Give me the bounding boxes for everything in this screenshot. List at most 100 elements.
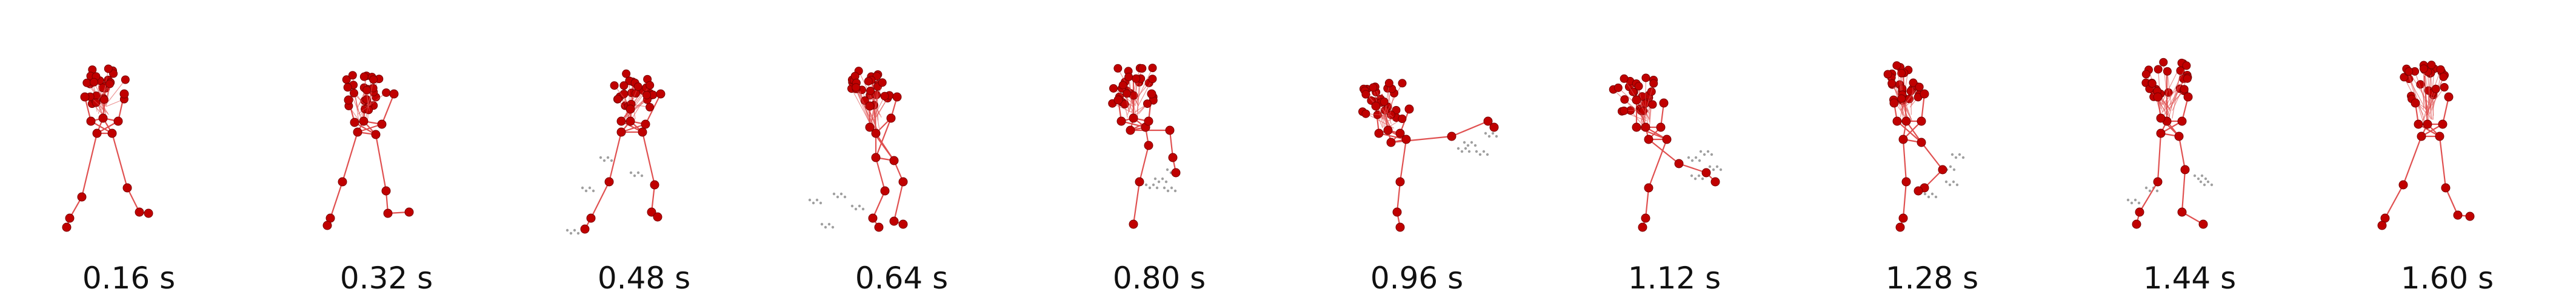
ghost-dot — [2206, 180, 2210, 184]
skeleton-2 — [322, 71, 414, 230]
bone-hipR-kneeR — [111, 133, 128, 188]
frame-2: 0.32 s — [258, 36, 515, 303]
bone-hipR-kneeR — [1921, 142, 1943, 170]
cluster-link — [1138, 78, 1153, 107]
ghost-dot — [1708, 165, 1712, 168]
ghost-dot — [610, 159, 613, 162]
frame-3: 0.48 s — [515, 36, 773, 303]
ghost-dot — [843, 195, 847, 199]
cluster-marker — [646, 81, 655, 90]
frame-8: 1.28 s — [1803, 36, 2061, 303]
skeleton-5 — [1108, 64, 1181, 229]
bone-kneeL-ankL — [872, 190, 886, 219]
joint-kneeL — [77, 192, 87, 202]
bone-hipR-kneeR — [2178, 136, 2186, 170]
cluster-marker — [1123, 89, 1132, 98]
cluster-link — [102, 79, 126, 110]
cluster-marker — [343, 83, 352, 92]
cluster-marker — [2141, 70, 2151, 79]
ghost-dot — [1148, 186, 1152, 190]
joint-kneeL — [2398, 180, 2408, 190]
cluster-link — [855, 88, 875, 130]
ghost-dot — [592, 189, 595, 193]
joint-kneeR — [1938, 165, 1947, 175]
ghost-dot — [820, 222, 824, 226]
cluster-marker — [1118, 81, 1127, 90]
joint-kneeR — [122, 183, 132, 193]
joint-ankR — [889, 216, 899, 226]
bone-kneeL-ankL — [1169, 130, 1174, 158]
joint-ankR — [1641, 213, 1650, 223]
ghost-dot — [599, 156, 602, 159]
joint-neck — [1901, 116, 1911, 126]
ghost-dot — [1467, 150, 1471, 153]
cluster-marker — [99, 95, 108, 104]
cluster-link — [2166, 65, 2187, 105]
joint-hipL — [2156, 128, 2166, 138]
cluster-marker — [1620, 106, 1629, 115]
cluster-marker — [878, 78, 887, 87]
ghost-dot — [1144, 183, 1148, 187]
cluster-marker — [2176, 66, 2185, 75]
cluster-marker — [633, 82, 642, 92]
ghost-dot — [1466, 144, 1470, 147]
joint-ankR — [2177, 207, 2187, 217]
ghost-dot — [1486, 153, 1489, 156]
joint-elL — [626, 104, 635, 114]
joint-shL — [616, 116, 626, 126]
cluster-marker — [866, 86, 875, 95]
ghost-dot — [1930, 192, 1934, 196]
ghost-dot — [1470, 141, 1473, 144]
joint-elR — [1920, 89, 1929, 99]
cluster-link — [2167, 71, 2172, 108]
joint-neck — [1129, 113, 1138, 123]
ghost-dot — [2204, 177, 2207, 181]
cluster-marker — [646, 102, 655, 112]
joint-shL — [2414, 119, 2423, 129]
ghost-dot — [1690, 159, 1694, 162]
frame-6: 0.96 s — [1288, 36, 1546, 303]
cluster-link — [2162, 88, 2185, 118]
ghost-dot — [1952, 180, 1955, 184]
cluster-marker — [359, 72, 369, 81]
joint-kneeR — [898, 177, 908, 187]
ghost-dot — [815, 198, 819, 202]
cluster-marker — [348, 71, 357, 80]
ghost-dot — [831, 225, 835, 229]
ghost-dot — [633, 174, 636, 178]
time-label-8: 1.28 s — [1885, 261, 1979, 296]
ghost-dot — [573, 228, 576, 232]
ghost-dot — [629, 171, 633, 175]
ghost-dot — [576, 231, 580, 235]
joint-shL — [350, 118, 359, 127]
ghost-dot — [1687, 156, 1690, 159]
joint-kneeL — [1165, 125, 1175, 135]
cluster-marker — [1915, 82, 1924, 92]
ghost-dot — [1952, 168, 1956, 171]
bone-hipL-kneeL — [608, 132, 622, 182]
ghost-dot — [1163, 186, 1166, 190]
joint-shL — [1374, 128, 1384, 138]
cluster-link — [1640, 83, 1654, 127]
joint-shL — [86, 116, 96, 126]
cluster-marker — [2154, 65, 2163, 74]
skeleton-3 — [566, 69, 666, 235]
ghost-dot — [1460, 150, 1464, 153]
cluster-marker — [864, 77, 873, 86]
bone-shR-elR — [2441, 96, 2450, 125]
joint-hipR — [2435, 132, 2444, 141]
ghost-dot — [1166, 168, 1169, 171]
joint-elR — [1147, 89, 1156, 99]
ghost-dot — [1719, 168, 1723, 171]
cluster-marker — [622, 69, 631, 78]
joint-toeR — [144, 208, 153, 218]
ghost-dot — [1703, 153, 1706, 156]
ghost-dot — [1927, 195, 1930, 199]
skeleton-6 — [1358, 79, 1499, 232]
bone-kneeL-ankL — [1451, 120, 1489, 138]
joint-hipL — [92, 128, 102, 138]
cluster-link — [1375, 92, 1386, 128]
joint-neck — [871, 128, 881, 138]
cluster-link — [1380, 102, 1391, 129]
